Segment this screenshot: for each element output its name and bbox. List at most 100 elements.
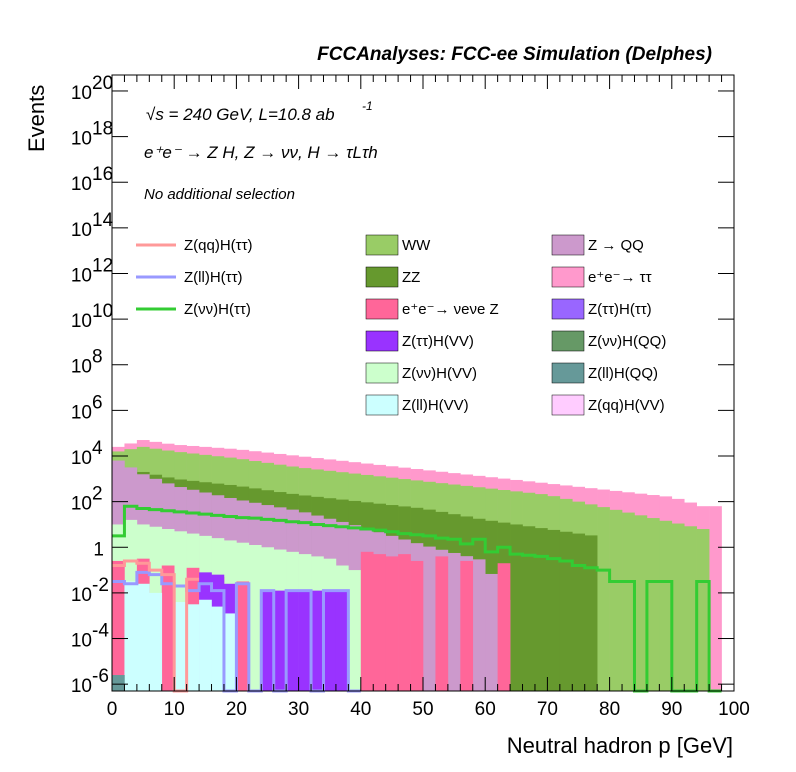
bar-zz [522,526,536,691]
energy-exponent: -1 [362,99,373,113]
y-tick-label: 10 [71,220,92,241]
y-tick-label: 10 [71,402,92,423]
bar-znn-hvv [348,570,362,691]
bar-zll-hvv [174,602,187,691]
bar-nunu-z [385,556,399,691]
bar-zll-hvv [186,604,200,691]
bar-nunu-z [112,560,125,691]
x-tick-label: 100 [718,699,750,720]
y-tick-exponent: 20 [92,73,113,94]
legend-fill-swatch [551,330,585,352]
bar-ztt-hvv [261,590,275,691]
bar-zll-hvv [199,599,212,691]
y-tick-label: 10 [71,631,92,652]
y-axis-label: Events [24,85,49,152]
legend-fill-swatch [365,330,399,352]
process-label: e⁺e⁻ → Z H, Z → νν, H → τLτh [144,143,378,162]
bar-ww [622,512,635,691]
bar-zll-hqq [112,675,125,691]
legend-fill-swatch [365,266,399,288]
legend-entry: e⁺e⁻→ νeνe Z [402,301,499,318]
bar-zz [547,529,561,691]
legend-entry: Z → QQ [588,237,644,254]
bar-z-qq [485,573,498,691]
legend-fill-swatch [365,362,399,384]
bar-ztt-hvv [323,590,337,691]
legend-fill-swatch [551,298,585,320]
stacked-histogram [112,440,722,691]
bar-nunu-z [460,560,474,691]
y-tick-exponent: 2 [92,484,103,505]
y-tick-label: 10 [71,265,92,286]
y-tick-label: 10 [71,174,92,195]
legend-entry: Z(νν)H(ττ) [184,301,251,318]
bar-ztt-hvv [298,590,312,691]
y-tick-label: 1 [93,539,104,560]
bar-nunu-z [236,581,250,691]
y-tick-exponent: -6 [92,666,109,687]
bar-ztt-hvv [273,590,287,691]
bar-zll-hvv [223,613,237,691]
bar-ww [659,520,673,691]
y-tick-label: 10 [71,494,92,515]
y-tick-exponent: -2 [92,575,109,596]
bar-nunu-z [373,554,386,691]
y-tick-exponent: 18 [92,119,113,140]
bar-ztt-hvv [286,590,299,691]
y-tick-label: 10 [71,357,92,378]
bar-znn-hvv [248,544,262,691]
y-tick-exponent: 6 [92,392,103,413]
y-tick-exponent: 4 [92,438,103,459]
bar-zz [572,533,586,691]
bar-z-qq [472,559,486,691]
legend-entry: Z(ll)H(ττ) [184,269,243,286]
bar-ztt-hvv [311,590,324,691]
x-tick-label: 80 [599,699,620,720]
bar-zll-hvv [149,592,163,691]
legend-entry: ZZ [402,269,420,286]
legend-fill-swatch [551,394,585,416]
bar-ww [646,518,660,691]
y-tick-label: 10 [71,448,92,469]
legend-fill-swatch [551,234,585,256]
energy-label: √s = 240 GeV, L=10.8 ab [146,105,335,124]
bar-nunu-z [161,565,175,691]
bar-zll-hvv [124,581,138,691]
bar-nunu-z [435,556,449,691]
y-tick-label: 10 [71,311,92,332]
legend-fill-swatch [365,298,399,320]
chart-header: FCCAnalyses: FCC-ee Simulation (Delphes) [317,44,712,65]
x-tick-label: 0 [107,699,118,720]
x-tick-label: 90 [661,699,682,720]
legend-entry: Z(ll)H(VV) [402,397,469,414]
legend-entry: WW [402,237,431,254]
y-tick-exponent: 14 [92,210,114,231]
bar-ww [597,507,610,691]
x-tick-label: 40 [350,699,371,720]
bar-z-qq [447,552,461,691]
y-tick-label: 10 [71,585,92,606]
x-tick-label: 10 [164,699,185,720]
bar-zz [584,535,598,691]
bar-zz [559,531,573,691]
bar-nunu-z [398,554,411,691]
x-tick-label: 20 [226,699,247,720]
y-tick-exponent: -4 [92,621,109,642]
legend-entry: Z(qq)H(VV) [588,397,665,414]
legend-fill-swatch [365,394,399,416]
legend-fill-swatch [365,234,399,256]
y-tick-exponent: 8 [92,347,103,368]
x-tick-label: 50 [412,699,433,720]
x-tick-label: 70 [537,699,558,720]
legend-entry: Z(ττ)H(VV) [402,333,474,350]
bar-ztt-hvv [335,590,349,691]
bar-ww [684,526,697,691]
bar-zz [510,524,523,691]
y-tick-label: 10 [71,129,92,150]
y-tick-exponent: 16 [92,164,113,185]
bar-nunu-z [360,551,374,691]
bar-ee-tautau [709,506,722,691]
legend-fill-swatch [551,266,585,288]
